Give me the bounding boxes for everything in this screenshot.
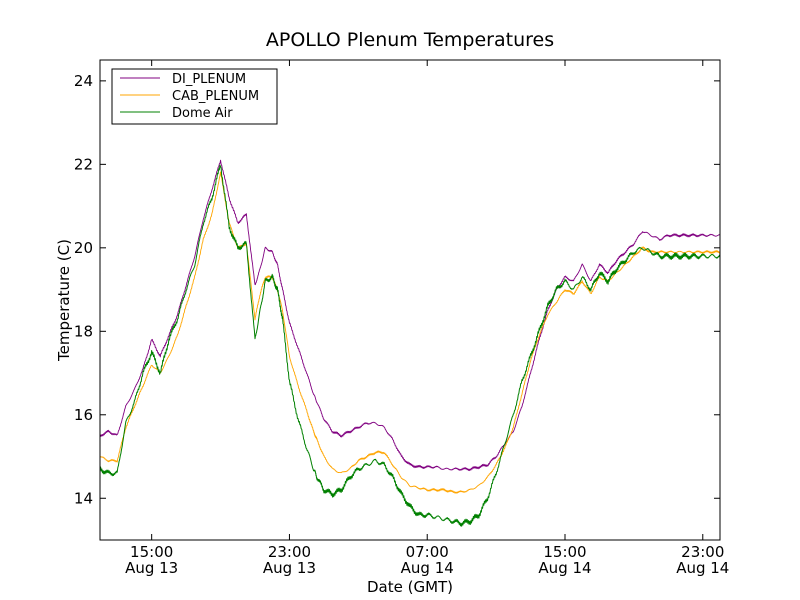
chart-title: APOLLO Plenum Temperatures — [266, 29, 554, 51]
series-line-cab-plenum — [100, 171, 720, 494]
x-tick-label-time: 23:00 — [681, 543, 724, 561]
x-tick-label-time: 15:00 — [130, 543, 173, 561]
y-tick-label: 18 — [74, 322, 93, 340]
x-tick-label-date: Aug 14 — [401, 559, 454, 577]
plot-frame — [99, 59, 721, 541]
x-tick-label-date: Aug 13 — [263, 559, 316, 577]
series-line-di-plenum — [100, 159, 720, 472]
y-tick-label: 16 — [74, 406, 93, 424]
y-tick-label: 22 — [74, 155, 93, 173]
x-axis-label: Date (GMT) — [367, 578, 453, 596]
x-tick-label-date: Aug 14 — [676, 559, 729, 577]
y-tick-label: 20 — [74, 239, 93, 257]
x-tick-label-time: 15:00 — [543, 543, 586, 561]
x-tick-label-time: 23:00 — [268, 543, 311, 561]
y-tick-label: 24 — [74, 72, 93, 90]
x-tick-label-date: Aug 14 — [538, 559, 591, 577]
legend: DI_PLENUM CAB_PLENUM Dome Air — [111, 68, 278, 125]
x-tick-label-time: 07:00 — [406, 543, 449, 561]
series-line-dome-air — [100, 164, 720, 527]
legend-label: DI_PLENUM — [172, 72, 246, 87]
legend-label: CAB_PLENUM — [172, 89, 259, 104]
y-axis-label: Temperature (C) — [55, 239, 73, 362]
x-tick-label-date: Aug 13 — [125, 559, 178, 577]
legend-label: Dome Air — [172, 106, 233, 121]
series-layer — [100, 159, 720, 527]
y-tick-label: 14 — [74, 489, 93, 507]
